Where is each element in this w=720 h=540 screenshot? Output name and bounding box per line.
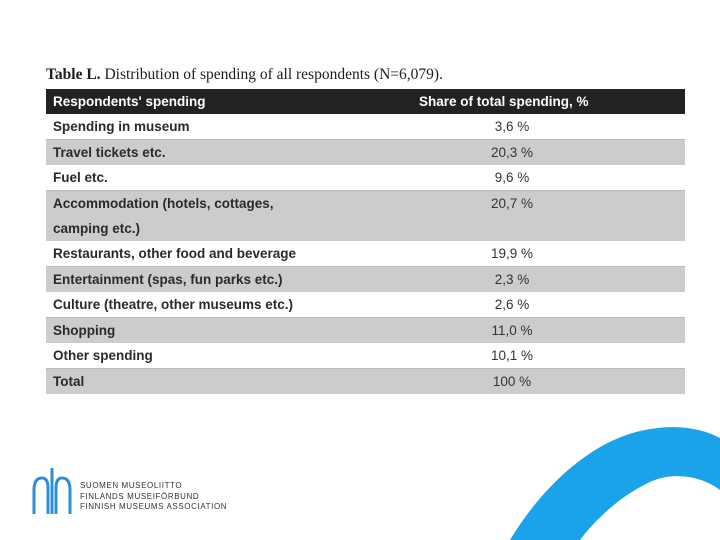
caption-text: Distribution of spending of all responde… bbox=[104, 66, 443, 83]
row-value: 20,3 % bbox=[419, 139, 685, 165]
table-row: Restaurants, other food and beverage 19,… bbox=[46, 241, 685, 267]
row-value: 100 % bbox=[419, 368, 685, 394]
spending-table: Respondents' spending Share of total spe… bbox=[46, 89, 685, 394]
table-header-row: Respondents' spending Share of total spe… bbox=[46, 89, 685, 114]
table-row: Shopping 11,0 % bbox=[46, 317, 685, 343]
row-value: 2,6 % bbox=[494, 297, 530, 312]
column-header-spending: Respondents' spending bbox=[53, 94, 206, 109]
table-row: Travel tickets etc. 20,3 % bbox=[46, 139, 685, 165]
row-label: Shopping bbox=[46, 317, 419, 343]
table-row: Culture (theatre, other museums etc.) 2,… bbox=[46, 292, 685, 318]
row-value: 2,3 % bbox=[419, 266, 685, 292]
row-label: Spending in museum bbox=[53, 119, 190, 134]
row-label-line-1: Accommodation (hotels, cottages, bbox=[53, 196, 274, 211]
table-row: Other spending 10,1 % bbox=[46, 343, 685, 369]
row-value: 10,1 % bbox=[490, 348, 534, 363]
table-row: Spending in museum 3,6 % bbox=[46, 114, 685, 140]
row-value: 19,9 % bbox=[490, 246, 534, 261]
row-label: Fuel etc. bbox=[53, 170, 108, 185]
table-row: Entertainment (spas, fun parks etc.) 2,3… bbox=[46, 266, 685, 292]
row-value: 11,0 % bbox=[419, 317, 685, 343]
table-row: Fuel etc. 9,6 % bbox=[46, 165, 685, 191]
organization-name-sv: FINLANDS MUSEIFÖRBUND bbox=[80, 491, 200, 501]
row-label: Restaurants, other food and beverage bbox=[53, 246, 297, 261]
organization-name-en: FINNISH MUSEUMS ASSOCIATION bbox=[80, 502, 228, 511]
row-label: Total bbox=[46, 368, 419, 394]
decorative-swoosh-icon bbox=[510, 427, 720, 540]
column-header-share: Share of total spending, % bbox=[419, 94, 589, 109]
organization-name-fi: SUOMEN MUSEOLIITTO bbox=[80, 481, 183, 490]
row-value: 3,6 % bbox=[494, 119, 530, 134]
table-caption: Table L. Distribution of spending of all… bbox=[46, 66, 443, 84]
row-label: Accommodation (hotels, cottages, camping … bbox=[46, 190, 419, 241]
table-row: Accommodation (hotels, cottages, camping … bbox=[46, 190, 685, 241]
row-label: Entertainment (spas, fun parks etc.) bbox=[46, 266, 419, 292]
row-label: Other spending bbox=[53, 348, 153, 363]
table-row-total: Total 100 % bbox=[46, 368, 685, 394]
row-label-line-2: camping etc.) bbox=[53, 221, 141, 236]
row-value: 9,6 % bbox=[494, 170, 530, 185]
row-label: Culture (theatre, other museums etc.) bbox=[53, 297, 294, 312]
row-value: 20,7 % bbox=[419, 190, 685, 241]
caption-label: Table L. bbox=[46, 66, 101, 83]
museums-association-logo-icon bbox=[32, 468, 72, 514]
organization-name: SUOMEN MUSEOLIITTO FINLANDS MUSEIFÖRBUND… bbox=[80, 481, 227, 513]
row-label: Travel tickets etc. bbox=[46, 139, 419, 165]
